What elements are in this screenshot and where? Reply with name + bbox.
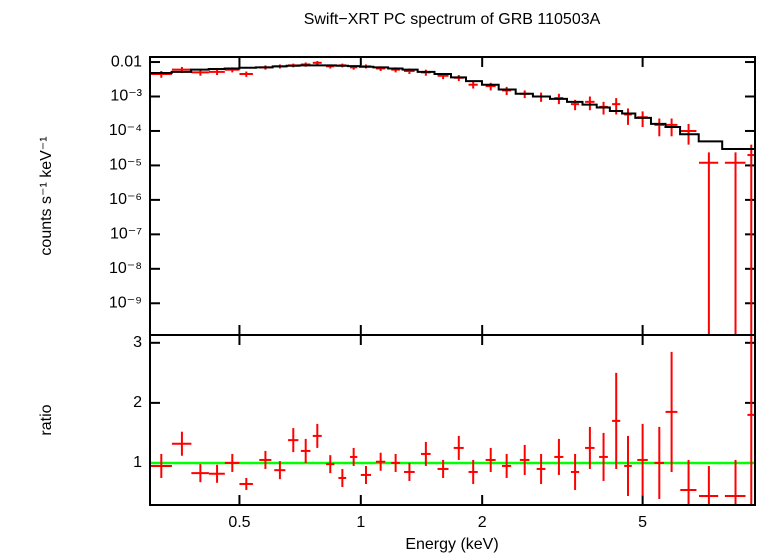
- x-tick-label: 2: [478, 514, 487, 531]
- data-point: [224, 453, 240, 472]
- data-point: [300, 438, 311, 463]
- data-point: [288, 428, 299, 453]
- data-point: [360, 465, 372, 484]
- y-axis-label: counts s⁻¹ keV⁻¹: [38, 136, 55, 255]
- data-point: [536, 453, 546, 484]
- data-point: [612, 372, 621, 469]
- x-tick-label: 0.5: [228, 514, 250, 531]
- data-point: [570, 453, 580, 490]
- data-point: [624, 435, 632, 496]
- data-point: [554, 438, 564, 475]
- data-point: [502, 86, 512, 96]
- data-point: [665, 351, 678, 472]
- y-tick-label: 10⁻⁴: [109, 122, 142, 139]
- data-point: [239, 477, 253, 490]
- y-tick-label: 10⁻³: [110, 88, 142, 105]
- data-point: [259, 450, 272, 469]
- data-point: [699, 152, 719, 335]
- data-point: [338, 468, 347, 487]
- data-point: [312, 423, 322, 448]
- data-point: [747, 335, 755, 505]
- data-point: [191, 69, 209, 76]
- data-point: [654, 118, 665, 137]
- data-point: [274, 461, 286, 480]
- data-point: [191, 464, 209, 483]
- data-point: [150, 70, 172, 78]
- data-point: [485, 447, 496, 472]
- data-point: [585, 96, 595, 111]
- data-point: [239, 71, 253, 77]
- data-point: [326, 455, 335, 474]
- x-tick-label: 5: [638, 514, 647, 531]
- data-point: [585, 426, 595, 469]
- y-tick-label: 10⁻⁷: [110, 226, 142, 243]
- data-point: [747, 144, 755, 335]
- y-tick-label: 2: [133, 394, 142, 411]
- data-point: [724, 459, 746, 505]
- y-tick-label: 10⁻⁹: [109, 294, 142, 311]
- data-point: [208, 464, 225, 483]
- y-tick-label: 3: [133, 334, 142, 351]
- data-point: [680, 459, 697, 505]
- data-point: [453, 435, 464, 460]
- data-point: [375, 452, 386, 471]
- x-tick-label: 1: [356, 514, 365, 531]
- data-point: [468, 81, 478, 89]
- data-point: [171, 431, 192, 456]
- data-point: [420, 441, 431, 466]
- data-point: [699, 465, 719, 505]
- data-point: [437, 459, 449, 478]
- plot-frame: [149, 56, 756, 336]
- data-point: [312, 61, 322, 65]
- y-tick-label: 0.01: [111, 53, 142, 70]
- data-point: [654, 426, 665, 499]
- y-tick-label: 1: [133, 454, 142, 471]
- y-tick-label: 10⁻⁵: [109, 157, 142, 174]
- data-point: [150, 453, 172, 478]
- data-point: [519, 444, 530, 475]
- data-point: [391, 453, 400, 472]
- data-point: [208, 69, 225, 76]
- data-point: [624, 108, 632, 125]
- data-point: [404, 462, 415, 481]
- x-axis-label: Energy (keV): [405, 536, 498, 553]
- y-tick-label: 10⁻⁸: [109, 260, 142, 277]
- data-point: [502, 453, 512, 478]
- data-point: [349, 447, 358, 466]
- chart-title: Swift−XRT PC spectrum of GRB 110503A: [304, 11, 601, 28]
- data-point: [637, 423, 648, 496]
- y-axis-label: ratio: [38, 404, 55, 435]
- y-tick-label: 10⁻⁶: [109, 191, 142, 208]
- data-point: [599, 432, 608, 481]
- data-point: [612, 98, 621, 115]
- data-point: [468, 459, 478, 484]
- data-point: [637, 111, 648, 128]
- plot-frame: [149, 334, 756, 506]
- model-line: [150, 64, 755, 150]
- data-point: [724, 152, 746, 335]
